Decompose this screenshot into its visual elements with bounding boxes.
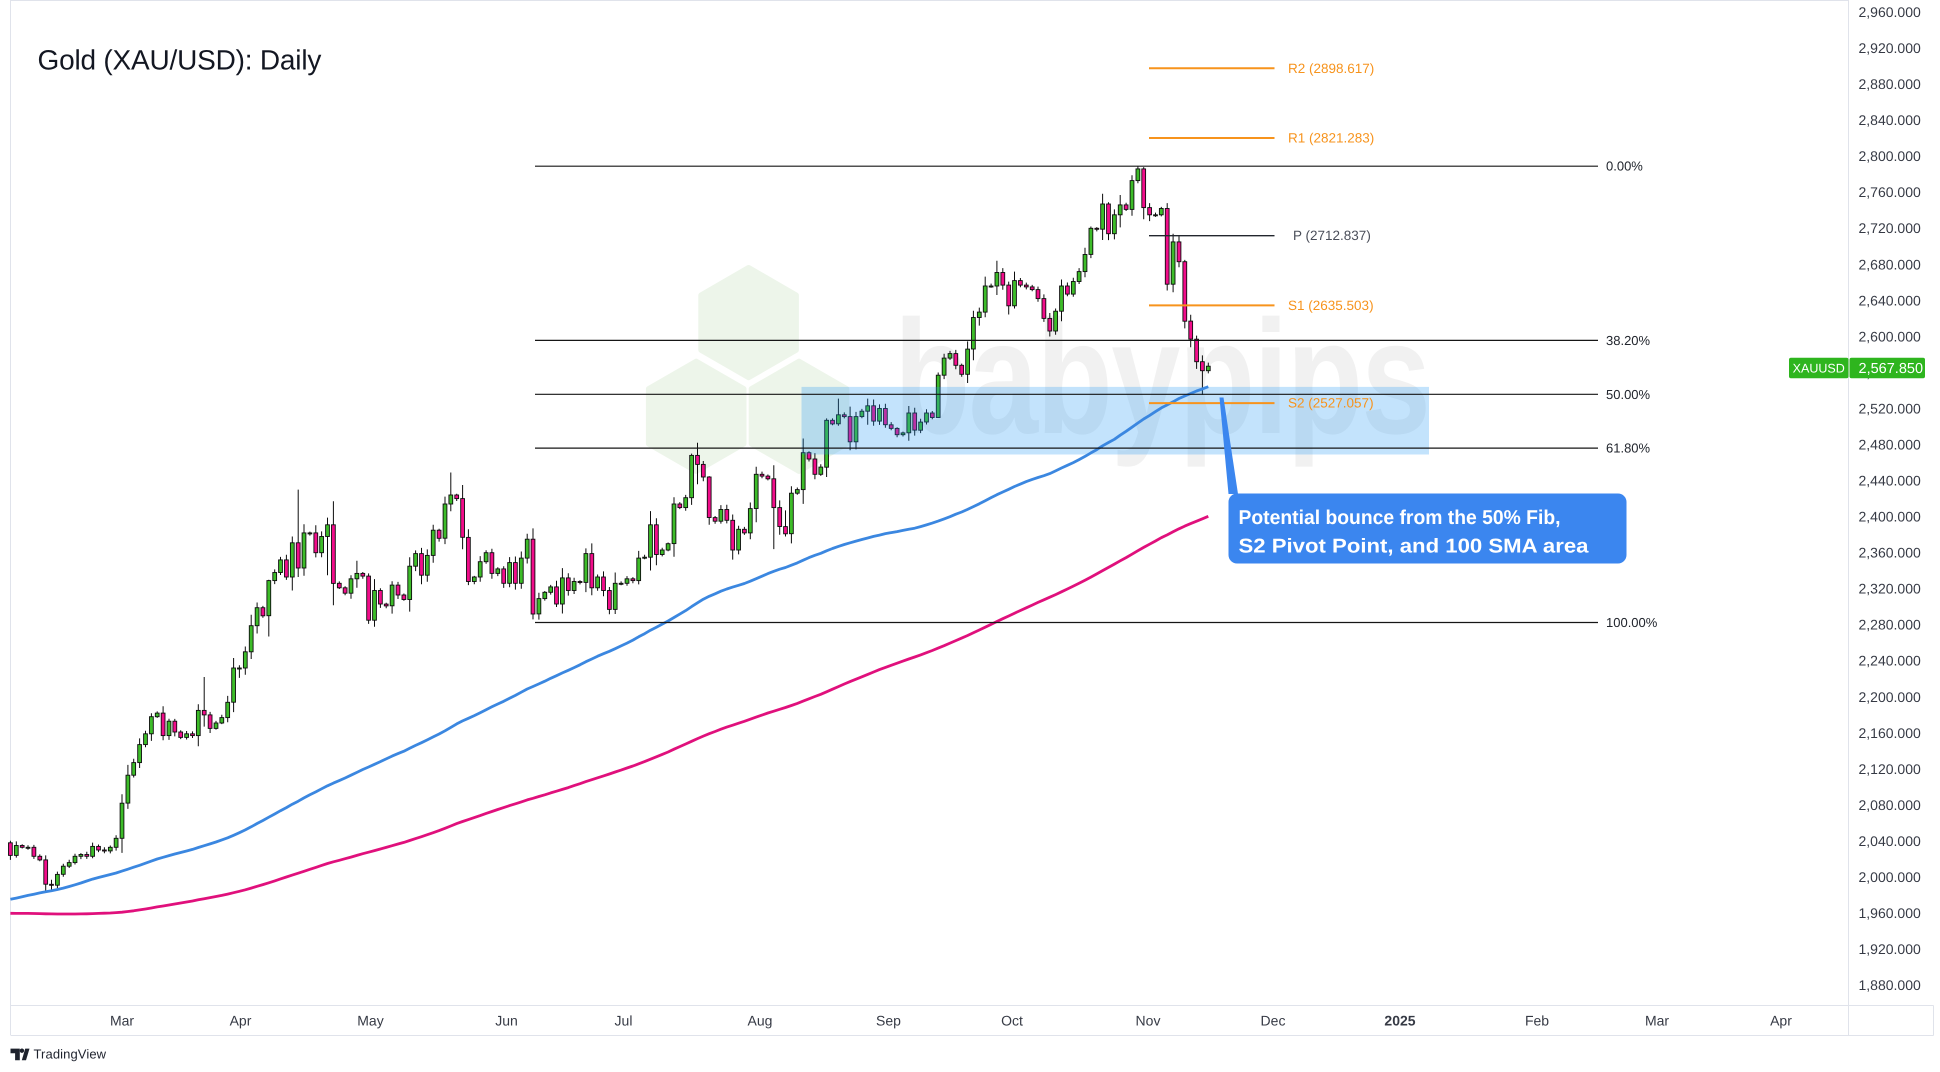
svg-text:2,080.000: 2,080.000 xyxy=(1859,797,1921,813)
svg-text:2,520.000: 2,520.000 xyxy=(1859,400,1921,416)
svg-text:Feb: Feb xyxy=(1525,1013,1549,1029)
svg-text:2,640.000: 2,640.000 xyxy=(1859,292,1921,308)
svg-text:S2 Pivot Point, and 100 SMA ar: S2 Pivot Point, and 100 SMA area xyxy=(1239,536,1590,558)
svg-text:Aug: Aug xyxy=(748,1013,773,1029)
svg-text:2,200.000: 2,200.000 xyxy=(1859,689,1921,705)
svg-text:2,920.000: 2,920.000 xyxy=(1859,40,1921,56)
svg-text:Potential bounce from the 50%: Potential bounce from the 50% Fib, xyxy=(1239,507,1561,529)
svg-text:P (2712.837): P (2712.837) xyxy=(1293,228,1371,243)
svg-text:2,960.000: 2,960.000 xyxy=(1859,4,1921,20)
svg-text:Gold (XAU/USD): Daily: Gold (XAU/USD): Daily xyxy=(38,45,322,76)
svg-text:0.00%: 0.00% xyxy=(1606,159,1643,174)
svg-text:50.00%: 50.00% xyxy=(1606,387,1651,402)
svg-text:May: May xyxy=(357,1013,383,1029)
svg-text:38.20%: 38.20% xyxy=(1606,333,1651,348)
svg-text:2,400.000: 2,400.000 xyxy=(1859,509,1921,525)
svg-text:S2 (2527.057): S2 (2527.057) xyxy=(1288,396,1374,411)
svg-text:2025: 2025 xyxy=(1384,1013,1415,1029)
svg-text:2,840.000: 2,840.000 xyxy=(1859,112,1921,128)
svg-text:Oct: Oct xyxy=(1001,1013,1023,1029)
svg-text:2,120.000: 2,120.000 xyxy=(1859,761,1921,777)
svg-text:Dec: Dec xyxy=(1261,1013,1286,1029)
svg-text:2,480.000: 2,480.000 xyxy=(1859,437,1921,453)
svg-text:100.00%: 100.00% xyxy=(1606,615,1658,630)
svg-text:1,880.000: 1,880.000 xyxy=(1859,977,1921,993)
svg-text:TradingView: TradingView xyxy=(34,1046,107,1061)
svg-text:2,000.000: 2,000.000 xyxy=(1859,869,1921,885)
svg-text:2,760.000: 2,760.000 xyxy=(1859,184,1921,200)
svg-text:2,040.000: 2,040.000 xyxy=(1859,833,1921,849)
svg-text:1,920.000: 1,920.000 xyxy=(1859,941,1921,957)
svg-text:Apr: Apr xyxy=(1770,1013,1792,1029)
svg-text:Apr: Apr xyxy=(230,1013,252,1029)
svg-text:Sep: Sep xyxy=(876,1013,901,1029)
svg-text:2,440.000: 2,440.000 xyxy=(1859,473,1921,489)
svg-text:2,880.000: 2,880.000 xyxy=(1859,76,1921,92)
svg-text:2,680.000: 2,680.000 xyxy=(1859,256,1921,272)
svg-text:2,567.850: 2,567.850 xyxy=(1859,361,1924,377)
svg-text:2,800.000: 2,800.000 xyxy=(1859,148,1921,164)
svg-text:2,600.000: 2,600.000 xyxy=(1859,328,1921,344)
svg-text:2,720.000: 2,720.000 xyxy=(1859,220,1921,236)
svg-text:babypips: babypips xyxy=(894,287,1429,468)
svg-text:2,320.000: 2,320.000 xyxy=(1859,581,1921,597)
svg-text:2,240.000: 2,240.000 xyxy=(1859,653,1921,669)
svg-text:R1 (2821.283): R1 (2821.283) xyxy=(1288,131,1374,146)
svg-text:61.80%: 61.80% xyxy=(1606,441,1651,456)
svg-text:2,360.000: 2,360.000 xyxy=(1859,545,1921,561)
svg-text:XAUUSD: XAUUSD xyxy=(1793,362,1845,376)
svg-text:2,280.000: 2,280.000 xyxy=(1859,617,1921,633)
svg-text:S1 (2635.503): S1 (2635.503) xyxy=(1288,298,1374,313)
svg-text:Mar: Mar xyxy=(1645,1013,1669,1029)
svg-text:2,160.000: 2,160.000 xyxy=(1859,725,1921,741)
svg-text:Jun: Jun xyxy=(495,1013,518,1029)
svg-text:Nov: Nov xyxy=(1136,1013,1161,1029)
svg-text:Jul: Jul xyxy=(615,1013,633,1029)
svg-text:1,960.000: 1,960.000 xyxy=(1859,905,1921,921)
svg-text:R2 (2898.617): R2 (2898.617) xyxy=(1288,61,1374,76)
svg-text:Mar: Mar xyxy=(110,1013,134,1029)
